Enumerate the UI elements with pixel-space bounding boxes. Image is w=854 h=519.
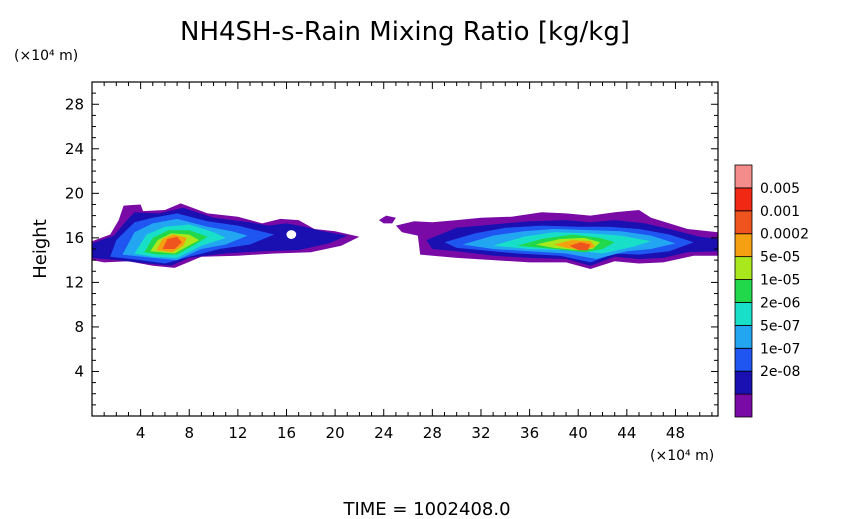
- colorbar-label: 0.005: [760, 181, 800, 197]
- y-axis-label: Height: [30, 219, 51, 279]
- x-tick-label: 16: [277, 424, 296, 442]
- colorbar-swatch: [734, 393, 753, 418]
- y-tick-label: 8: [74, 318, 84, 336]
- colorbar-swatch: [734, 210, 753, 235]
- x-tick-label: 8: [184, 424, 194, 442]
- colorbar-label: 1e-05: [760, 273, 800, 289]
- x-tick-label: 20: [326, 424, 345, 442]
- cloud-west-gap: [286, 230, 297, 239]
- colorbar-label: 1e-07: [760, 341, 800, 357]
- colorbar: 0.005 0.001 0.0002 5e-05 1e-05 2e-06 5e-07 1e-0…: [734, 164, 809, 418]
- colorbar-swatch: [734, 279, 753, 303]
- x-tick-label: 24: [374, 424, 393, 442]
- colorbar-label: 2e-08: [760, 364, 800, 380]
- colorbar-swatch: [734, 302, 753, 326]
- x-tick-label: 48: [666, 424, 685, 442]
- colorbar-label: 0.001: [760, 204, 800, 220]
- x-unit-label: (×10⁴ m): [650, 448, 714, 464]
- colorbar-swatch: [734, 187, 753, 212]
- y-tick-label: 24: [65, 140, 84, 158]
- colorbar-swatch: [734, 370, 753, 395]
- colorbar-swatch: [734, 324, 753, 349]
- colorbar-label: 5e-05: [760, 250, 800, 266]
- x-tick-label: 44: [617, 424, 636, 442]
- colorbar-swatch: [734, 256, 753, 280]
- colorbar-swatch: [734, 164, 753, 189]
- colorbar-label: 0.0002: [760, 227, 809, 243]
- x-tick-label: 32: [471, 424, 490, 442]
- colorbar-swatch: [734, 233, 753, 258]
- y-unit-label: (×10⁴ m): [14, 48, 78, 64]
- time-label: TIME = 1002408.0: [342, 499, 510, 519]
- x-tick-label: 28: [423, 424, 442, 442]
- mixing-ratio-field: [92, 203, 718, 269]
- x-tick-label: 36: [520, 424, 539, 442]
- colorbar-swatch: [734, 347, 753, 372]
- colorbar-label: 5e-07: [760, 318, 800, 334]
- cloud-west-core: [162, 236, 182, 249]
- y-tick-label: 28: [65, 95, 84, 113]
- y-tick-label: 16: [65, 229, 84, 247]
- x-tick-label: 4: [136, 424, 146, 442]
- y-tick-label: 20: [65, 184, 84, 202]
- cloud-small-patch: [378, 215, 396, 224]
- chart-title: NH4SH-s-Rain Mixing Ratio [kg/kg]: [180, 17, 630, 47]
- x-tick-label: 12: [228, 424, 247, 442]
- y-tick-label: 4: [74, 362, 84, 380]
- colorbar-label: 2e-06: [760, 295, 800, 311]
- y-tick-label: 12: [65, 273, 84, 291]
- cloud-east-core: [569, 242, 591, 251]
- x-tick-label: 40: [569, 424, 588, 442]
